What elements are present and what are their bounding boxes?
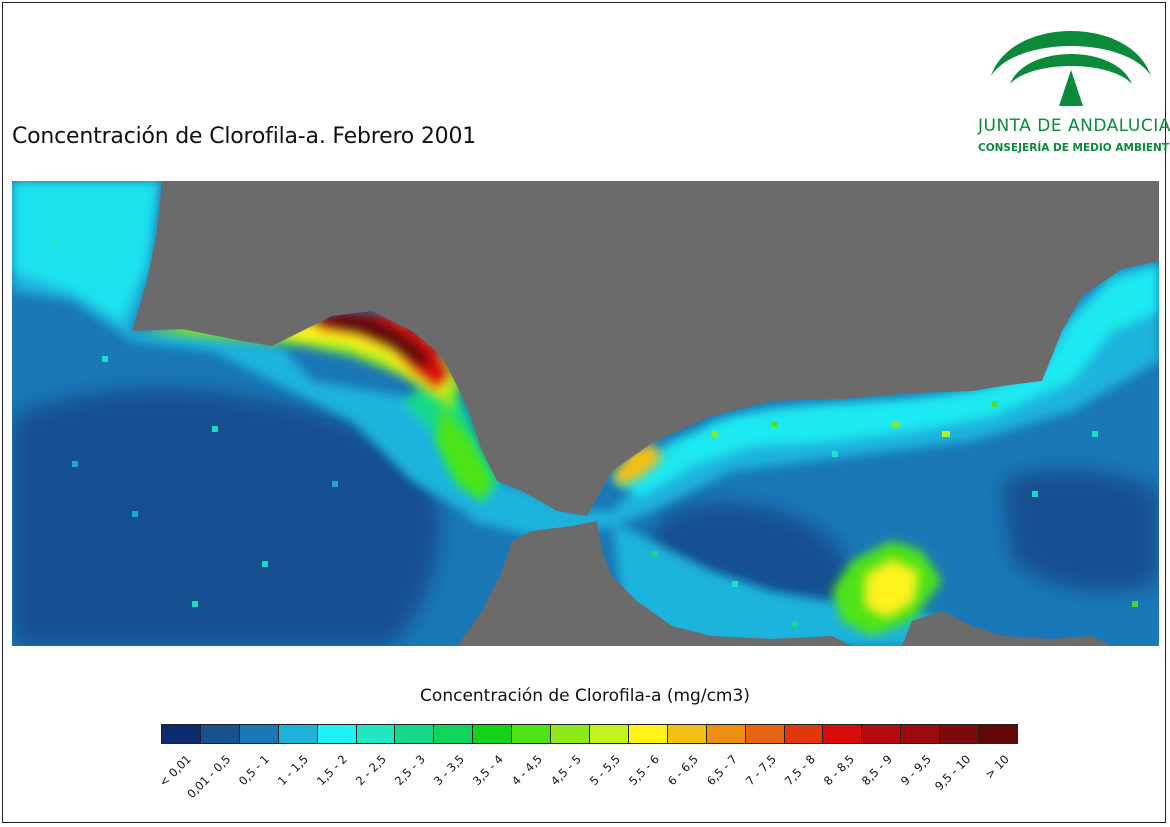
hotspot-coast-green-2 bbox=[437, 406, 492, 501]
legend-swatch bbox=[979, 725, 1017, 743]
west-shelf-band bbox=[12, 181, 157, 321]
hotspot-malaga bbox=[612, 443, 662, 486]
legend-swatch bbox=[628, 725, 668, 743]
logo-subtitle: CONSEJERÍA DE MEDIO AMBIENTE bbox=[978, 142, 1170, 154]
legend-label: 1,5 - 2 bbox=[313, 752, 351, 789]
legend-swatch bbox=[667, 725, 707, 743]
legend-label: 2,5 - 3 bbox=[391, 752, 428, 789]
legend-swatch bbox=[706, 725, 746, 743]
legend-label: 3 - 3,5 bbox=[430, 752, 467, 789]
atlantic-low-zone bbox=[12, 388, 440, 646]
legend-swatch bbox=[784, 725, 824, 743]
land-africa bbox=[457, 521, 852, 646]
hotspot-cadiz-core bbox=[312, 313, 432, 369]
legend-label: 0,5 - 1 bbox=[236, 752, 273, 789]
legend-swatch bbox=[162, 725, 201, 743]
legend-label: 9 - 9,5 bbox=[898, 752, 935, 789]
legend-label: 7 - 7,5 bbox=[742, 752, 779, 789]
legend-label: 6,5 - 7 bbox=[703, 752, 740, 789]
legend-swatch bbox=[395, 725, 435, 743]
map-title: Concentración de Clorofila-a. Febrero 20… bbox=[12, 124, 477, 149]
legend-label: 3,5 - 4 bbox=[469, 752, 506, 789]
legend-swatch bbox=[745, 725, 785, 743]
chlorophyll-map bbox=[12, 181, 1159, 646]
legend-label: 8 - 8,5 bbox=[820, 752, 857, 789]
land-iberia bbox=[132, 181, 1159, 516]
legend-swatch bbox=[434, 725, 474, 743]
legend-label: 4 - 4,5 bbox=[508, 752, 545, 789]
mediterranean-coastal-band bbox=[612, 266, 1159, 496]
legend-label: < 0,01 bbox=[156, 752, 195, 790]
east-low-zone bbox=[1002, 470, 1159, 592]
legend-label: 8,5 - 9 bbox=[859, 752, 896, 789]
legend-swatch bbox=[823, 725, 863, 743]
legend-label: 7,5 - 8 bbox=[781, 752, 818, 789]
logo-name: JUNTA DE ANDALUCIA bbox=[978, 116, 1170, 136]
legend-label: 9,5 - 10 bbox=[932, 752, 974, 794]
legend-swatch bbox=[862, 725, 902, 743]
legend-label: > 10 bbox=[982, 752, 1013, 782]
legend-label: 1 - 1,5 bbox=[275, 752, 312, 789]
legend-swatch bbox=[317, 725, 357, 743]
hotspot-alboran-south-core bbox=[867, 561, 917, 616]
legend-swatch bbox=[239, 725, 279, 743]
legend-swatch bbox=[278, 725, 318, 743]
legend-label: 2 - 2,5 bbox=[352, 752, 390, 789]
logo-emblem-icon bbox=[991, 31, 1151, 106]
color-scale bbox=[161, 724, 1018, 744]
land-africa-east bbox=[902, 611, 1112, 646]
legend-swatch bbox=[551, 725, 590, 743]
legend-swatch bbox=[200, 725, 240, 743]
legend-swatch bbox=[940, 725, 980, 743]
legend-swatch bbox=[512, 725, 552, 743]
legend-swatch bbox=[473, 725, 513, 743]
scattered-points bbox=[52, 241, 1138, 627]
junta-de-andalucia-logo: JUNTA DE ANDALUCIA CONSEJERÍA DE MEDIO A… bbox=[978, 14, 1170, 160]
legend-swatch bbox=[356, 725, 396, 743]
legend-swatch bbox=[901, 725, 941, 743]
legend-swatch bbox=[589, 725, 629, 743]
legend-label: 4,5 - 5 bbox=[547, 752, 584, 789]
legend-label: 5 - 5,5 bbox=[586, 752, 623, 789]
legend-label: 6 - 6,5 bbox=[664, 752, 701, 789]
legend-label: 5,5 - 6 bbox=[625, 752, 662, 789]
legend-title: Concentración de Clorofila-a (mg/cm3) bbox=[420, 686, 750, 706]
